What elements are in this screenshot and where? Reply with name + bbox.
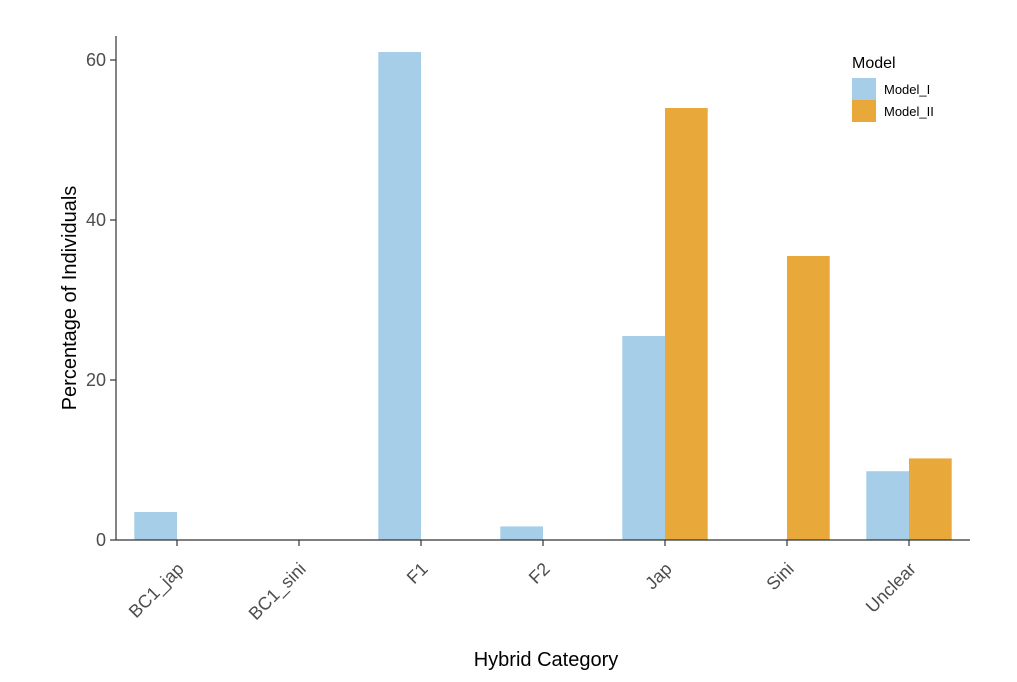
bar-model-i-bc1-jap (134, 512, 177, 540)
bar-model-ii-unclear (909, 458, 952, 540)
legend-label: Model_II (884, 104, 934, 119)
x-tick-label: Unclear (862, 559, 920, 617)
x-tick-label: Sini (762, 559, 797, 594)
bar-model-ii-sini (787, 256, 830, 540)
y-tick-label: 40 (86, 210, 106, 230)
x-tick-label: BC1_sini (245, 559, 311, 625)
bar-model-i-unclear (866, 471, 909, 540)
y-tick-label: 0 (96, 530, 106, 550)
legend-title: Model (852, 55, 896, 72)
bar-model-i-jap (622, 336, 665, 540)
axes-layer (115, 36, 970, 541)
x-tick-label: F2 (525, 559, 554, 588)
bar-model-i-f2 (500, 526, 543, 540)
x-axis-title: Hybrid Category (474, 649, 619, 671)
legend: Model Model_I Model_II (852, 55, 934, 122)
legend-key-model-ii (852, 100, 876, 122)
x-tick-label: BC1_jap (125, 559, 189, 623)
x-tick-label: Jap (641, 559, 676, 594)
bar-model-ii-jap (665, 108, 708, 540)
y-tick-label: 20 (86, 370, 106, 390)
y-tick-label: 60 (86, 50, 106, 70)
bar-model-i-f1 (378, 52, 421, 540)
legend-label: Model_I (884, 82, 930, 97)
legend-key-model-i (852, 78, 876, 100)
x-tick-label: F1 (403, 559, 432, 588)
y-axis-title: Percentage of Individuals (59, 186, 81, 411)
bars-layer (134, 52, 952, 540)
legend-items: Model_I Model_II (852, 78, 934, 122)
